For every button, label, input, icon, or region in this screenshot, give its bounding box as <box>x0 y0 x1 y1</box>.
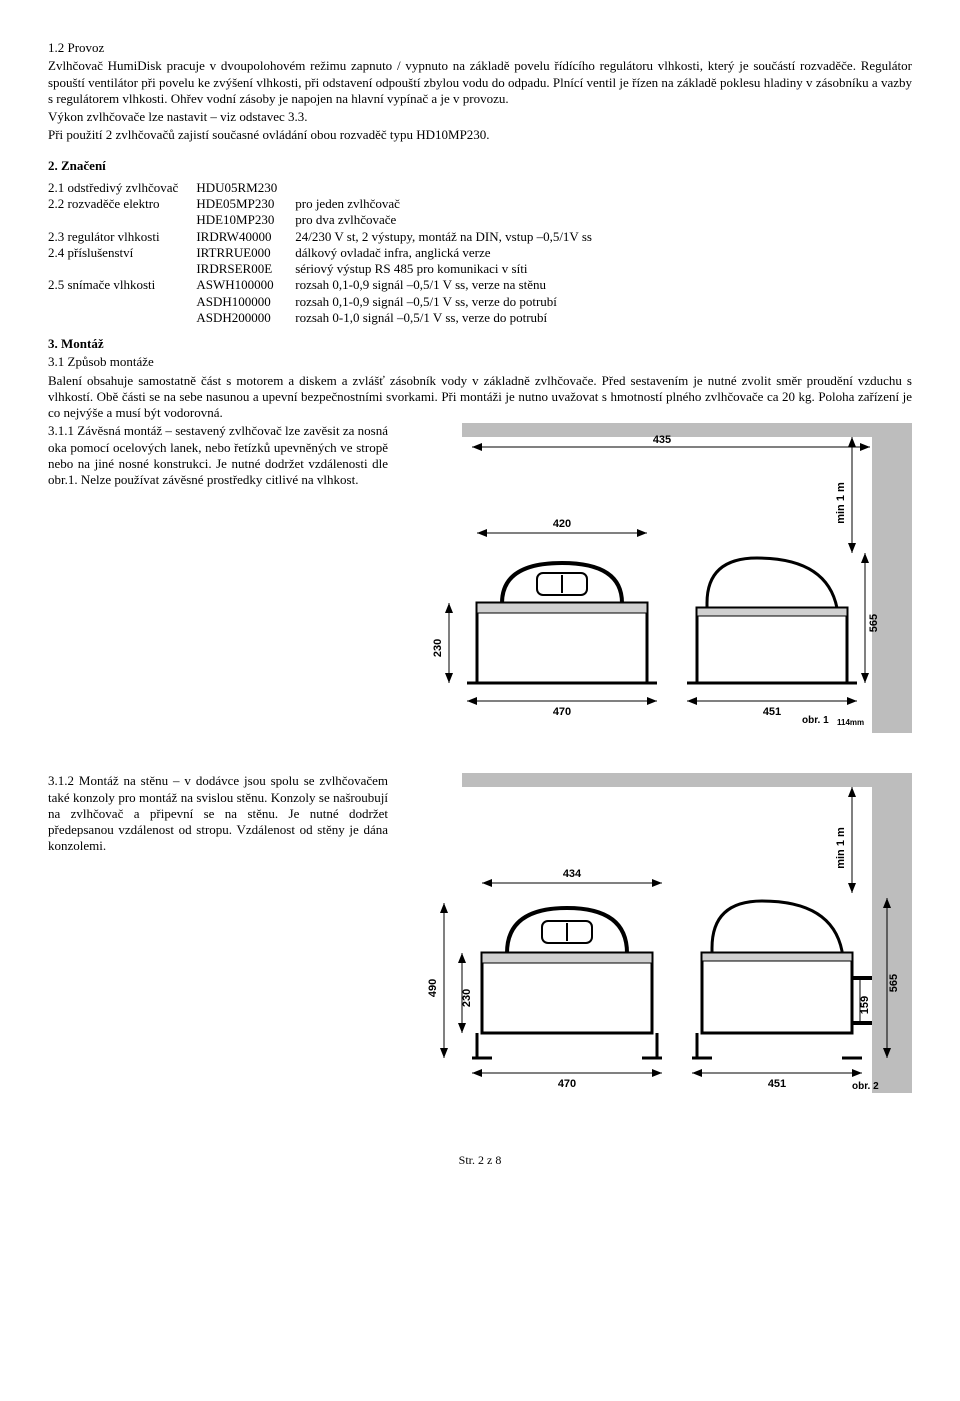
table-row: ASDH200000rozsah 0-1,0 signál –0,5/1 V s… <box>48 310 610 326</box>
section-3-1-heading: 3.1 Způsob montáže <box>48 354 912 370</box>
table-cell: 2.2 rozvaděče elektro <box>48 196 196 212</box>
section-3-1-p1: Balení obsahuje samostatně část s motore… <box>48 373 912 422</box>
fig1-dim-114: 114mm <box>837 718 864 727</box>
table-cell: ASWH100000 <box>196 277 295 293</box>
fig1-dim-451: 451 <box>763 706 781 718</box>
fig2-caption: obr. 2 <box>852 1081 879 1092</box>
table-cell: rozsah 0,1-0,9 signál –0,5/1 V ss, verze… <box>295 277 610 293</box>
fig1-dim-top: 435 <box>653 434 671 446</box>
fig2-dim-451: 451 <box>768 1078 786 1090</box>
fig1-dim-230: 230 <box>432 639 444 657</box>
table-cell <box>48 294 196 310</box>
table-row: HDE10MP230pro dva zvlhčovače <box>48 212 610 228</box>
fig2-dim-490: 490 <box>427 979 439 997</box>
table-cell <box>48 261 196 277</box>
table-cell: sériový výstup RS 485 pro komunikaci v s… <box>295 261 610 277</box>
fig1-dim-565: 565 <box>868 614 880 632</box>
table-cell: rozsah 0-1,0 signál –0,5/1 V ss, verze d… <box>295 310 610 326</box>
table-cell: pro dva zvlhčovače <box>295 212 610 228</box>
section-2-heading: 2. Značení <box>48 158 912 174</box>
section-1-2-heading: 1.2 Provoz <box>48 40 912 56</box>
fig2-dim-min: min 1 m <box>835 827 847 869</box>
section-3-heading: 3. Montáž <box>48 336 912 352</box>
table-cell: 2.3 regulátor vlhkosti <box>48 229 196 245</box>
table-row: 2.4 příslušenstvíIRTRRUE000dálkový ovlad… <box>48 245 610 261</box>
figure-1: 435 min 1 m 420 <box>412 423 912 733</box>
table-row: 2.5 snímače vlhkostiASWH100000rozsah 0,1… <box>48 277 610 293</box>
table-cell: ASDH100000 <box>196 294 295 310</box>
fig2-dim-159: 159 <box>859 996 871 1014</box>
table-cell: ASDH200000 <box>196 310 295 326</box>
fig2-dim-470: 470 <box>558 1078 576 1090</box>
table-cell: HDE10MP230 <box>196 212 295 228</box>
table-cell: IRTRRUE000 <box>196 245 295 261</box>
table-cell <box>295 180 610 196</box>
table-cell: IRDRSER00E <box>196 261 295 277</box>
figure-2: min 1 m 434 490 <box>412 773 912 1093</box>
section-1-2-p2: Výkon zvlhčovače lze nastavit – viz odst… <box>48 109 912 125</box>
section-3-1-1: 3.1.1 Závěsná montáž – sestavený zvlhčov… <box>48 423 388 488</box>
table-row: 2.3 regulátor vlhkostiIRDRW4000024/230 V… <box>48 229 610 245</box>
section-1-2-p1: Zvlhčovač HumiDisk pracuje v dvoupolohov… <box>48 58 912 107</box>
table-cell: 2.4 příslušenství <box>48 245 196 261</box>
table-row: 2.2 rozvaděče elektroHDE05MP230pro jeden… <box>48 196 610 212</box>
table-row: 2.1 odstředivý zvlhčovačHDU05RM230 <box>48 180 610 196</box>
fig2-dim-230: 230 <box>461 989 473 1007</box>
page-footer: Str. 2 z 8 <box>48 1153 912 1168</box>
table-row: IRDRSER00Esériový výstup RS 485 pro komu… <box>48 261 610 277</box>
table-cell: rozsah 0,1-0,9 signál –0,5/1 V ss, verze… <box>295 294 610 310</box>
fig2-dim-434: 434 <box>563 868 582 880</box>
fig1-caption: obr. 1 <box>802 715 829 726</box>
table-cell: HDE05MP230 <box>196 196 295 212</box>
fig1-dim-min: min 1 m <box>835 482 847 524</box>
table-cell: IRDRW40000 <box>196 229 295 245</box>
fig1-dim-470: 470 <box>553 706 571 718</box>
fig1-dim-mid: 420 <box>553 518 571 530</box>
table-cell: 2.1 odstředivý zvlhčovač <box>48 180 196 196</box>
table-cell: HDU05RM230 <box>196 180 295 196</box>
table-cell: dálkový ovladač infra, anglická verze <box>295 245 610 261</box>
table-row: ASDH100000rozsah 0,1-0,9 signál –0,5/1 V… <box>48 294 610 310</box>
table-cell: pro jeden zvlhčovač <box>295 196 610 212</box>
section-1-2-p3: Při použití 2 zvlhčovačů zajistí současn… <box>48 127 912 143</box>
table-cell <box>48 212 196 228</box>
section-3-1-2: 3.1.2 Montáž na stěnu – v dodávce jsou s… <box>48 773 388 854</box>
table-cell: 2.5 snímače vlhkosti <box>48 277 196 293</box>
fig2-dim-565: 565 <box>888 974 900 992</box>
table-cell <box>48 310 196 326</box>
marking-table: 2.1 odstředivý zvlhčovačHDU05RM2302.2 ro… <box>48 180 610 326</box>
table-cell: 24/230 V st, 2 výstupy, montáž na DIN, v… <box>295 229 610 245</box>
